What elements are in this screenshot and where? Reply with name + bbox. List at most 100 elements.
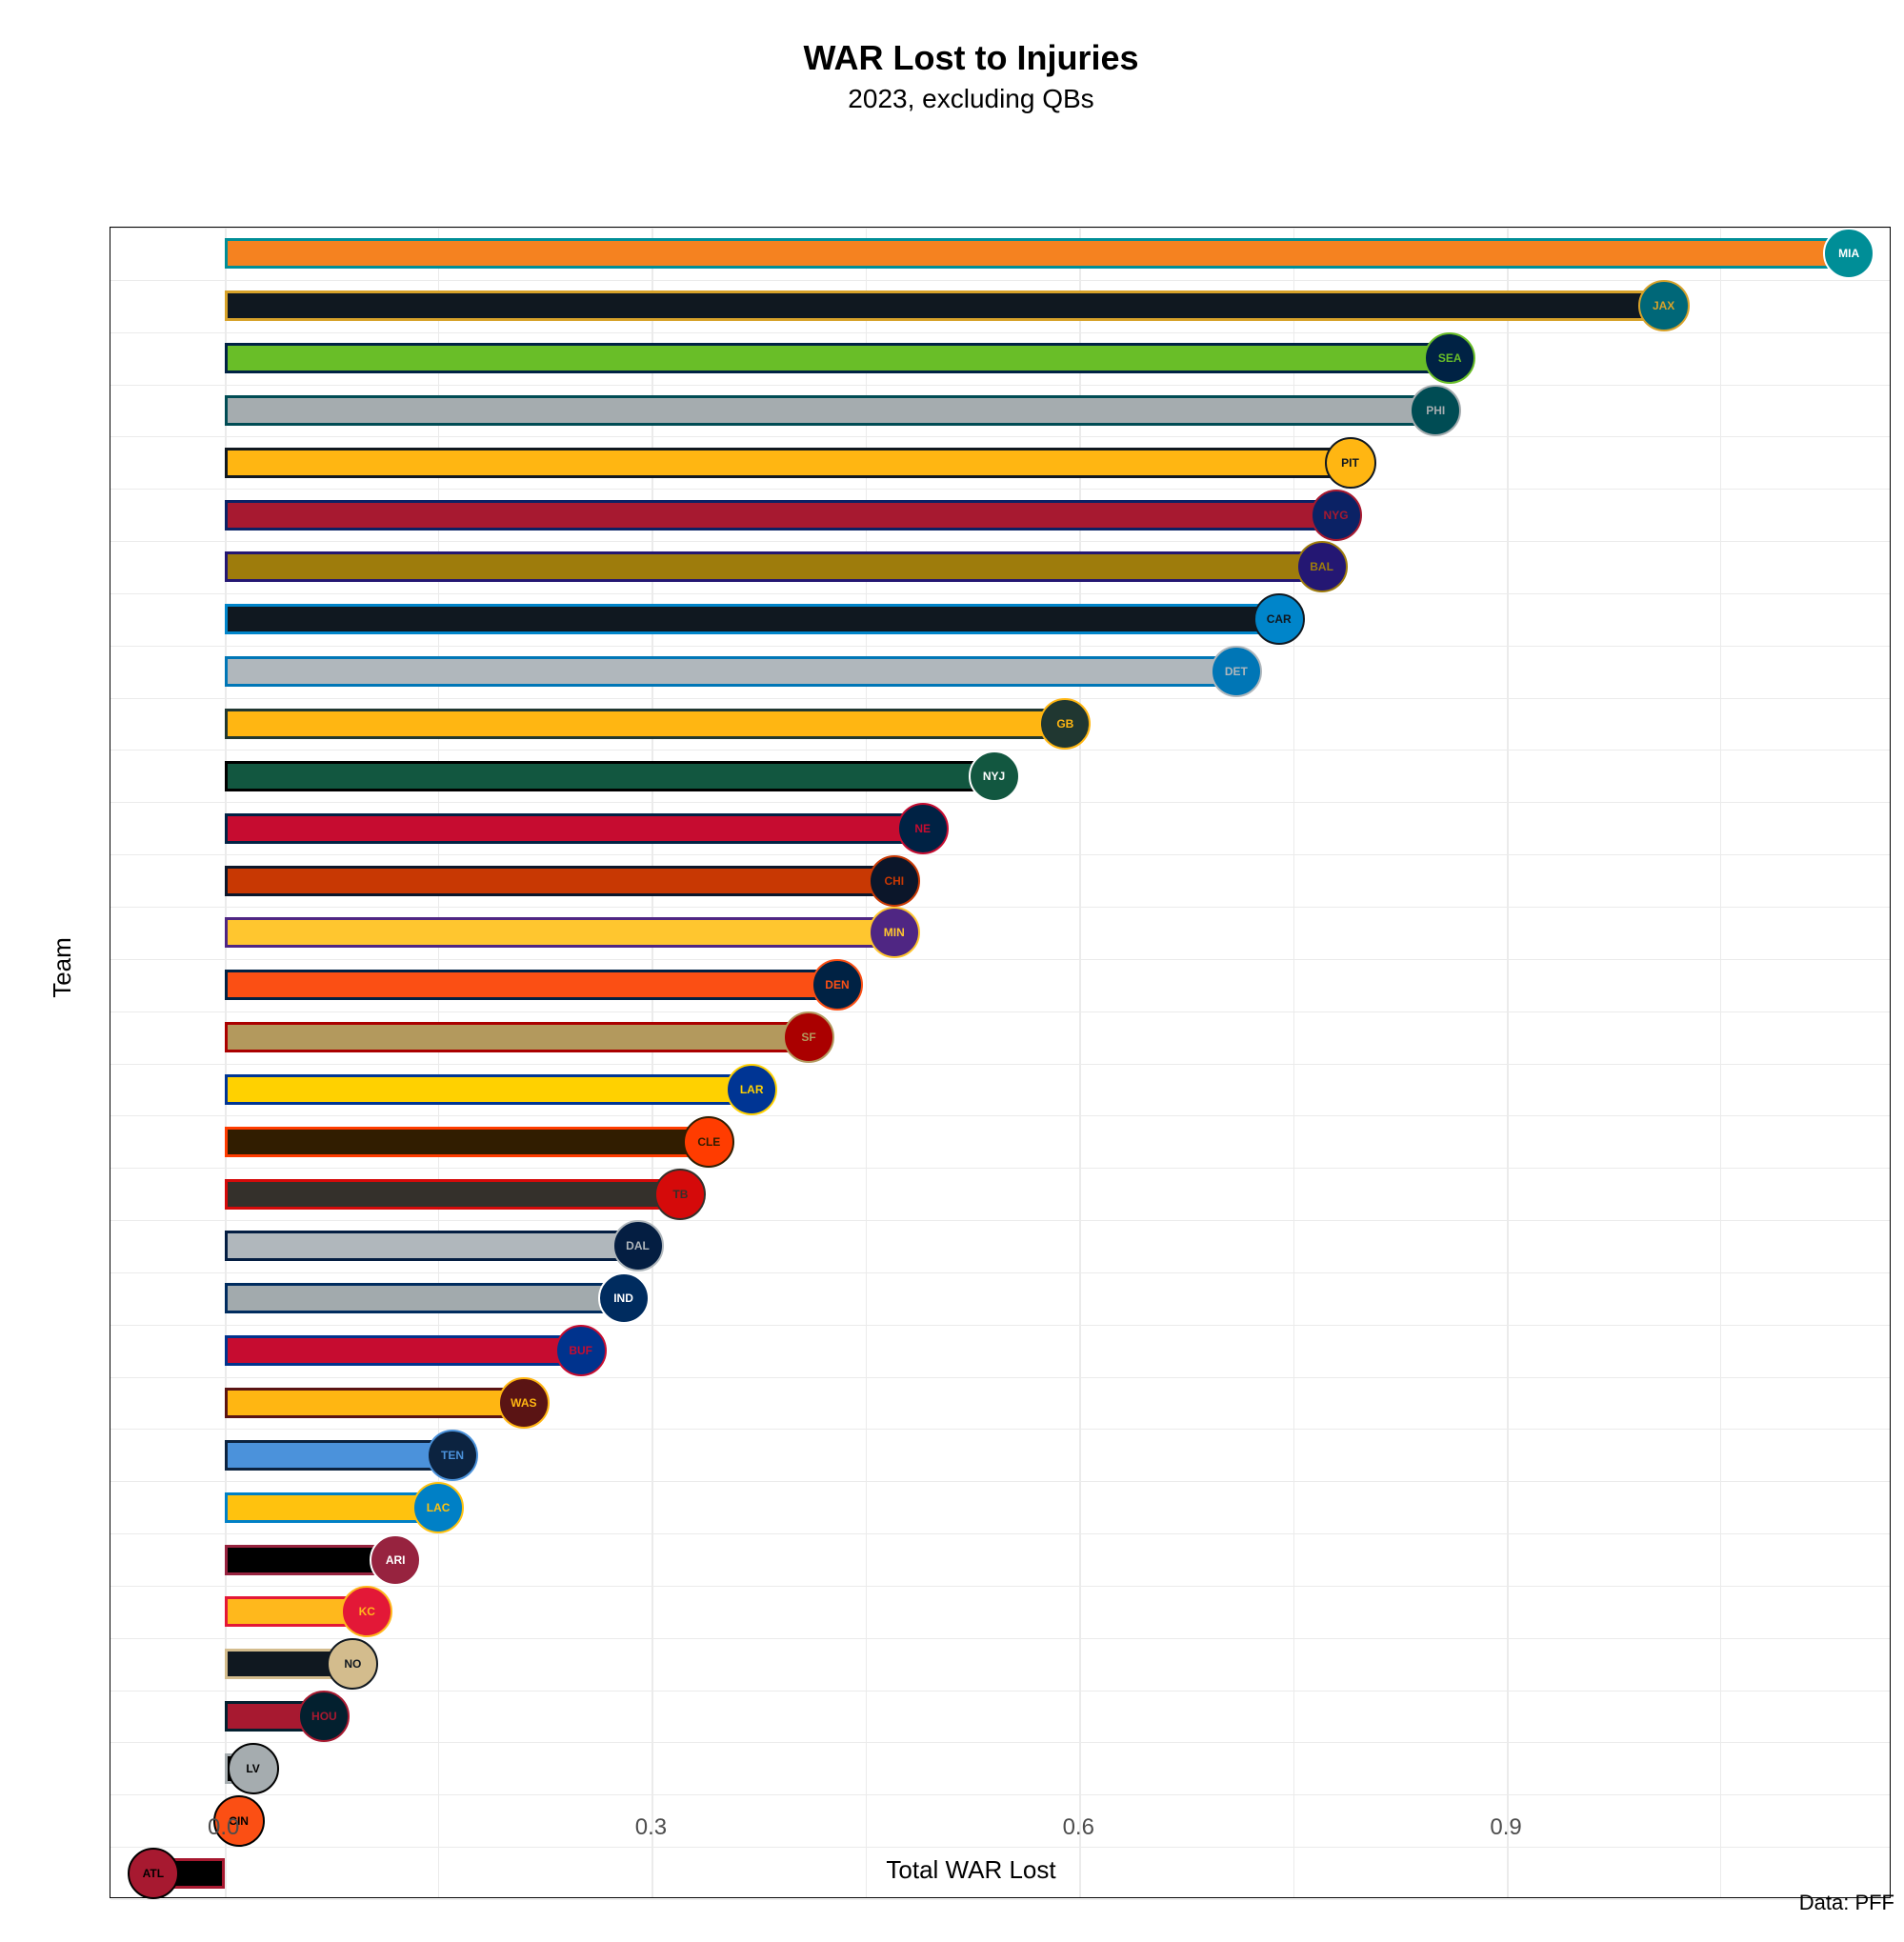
team-logo-ind: IND: [598, 1272, 650, 1324]
bar-ind: [225, 1283, 624, 1313]
gridline-major: [651, 228, 653, 1897]
team-logo-gb: GB: [1039, 698, 1091, 750]
gridline-h: [110, 1691, 1890, 1692]
chart-caption: Data: PFF: [1799, 1891, 1894, 1915]
team-logo-sf: SF: [783, 1011, 834, 1063]
gridline-h: [110, 385, 1890, 386]
gridline-h: [110, 854, 1890, 855]
gridline-h: [110, 1586, 1890, 1587]
team-logo-jax: JAX: [1638, 280, 1690, 331]
bar-car: [225, 604, 1279, 634]
x-tick-label: 0.0: [208, 1814, 239, 1841]
gridline-minor: [866, 228, 867, 1897]
gridline-h: [110, 907, 1890, 908]
bar-bal: [225, 551, 1322, 582]
gridline-major: [1507, 228, 1509, 1897]
team-logo-sea: SEA: [1424, 332, 1475, 384]
bar-den: [225, 970, 837, 1000]
x-tick-label: 0.9: [1490, 1814, 1521, 1841]
team-logo-lv: LV: [228, 1743, 279, 1794]
team-logo-kc: KC: [341, 1586, 392, 1637]
team-logo-car: CAR: [1253, 593, 1305, 645]
team-logo-ten: TEN: [427, 1430, 478, 1481]
team-logo-atl: ATL: [128, 1848, 179, 1899]
team-logo-min: MIN: [869, 907, 920, 958]
bar-was: [225, 1388, 524, 1418]
team-logo-lac: LAC: [412, 1482, 464, 1533]
bar-det: [225, 656, 1236, 687]
gridline-h: [110, 1115, 1890, 1116]
team-logo-ari: ARI: [370, 1534, 421, 1586]
gridline-minor: [1293, 228, 1294, 1897]
gridline-major: [225, 228, 227, 1897]
y-axis-label: Team: [48, 937, 77, 998]
gridline-h: [110, 1272, 1890, 1273]
gridline-h: [110, 1794, 1890, 1795]
gridline-minor: [1720, 228, 1721, 1897]
bar-lac: [225, 1492, 438, 1523]
gridline-minor: [438, 228, 439, 1897]
team-logo-cle: CLE: [683, 1116, 734, 1168]
gridline-h: [110, 1429, 1890, 1430]
gridline-h: [110, 1325, 1890, 1326]
team-logo-chi: CHI: [869, 855, 920, 907]
team-logo-den: DEN: [812, 959, 863, 1011]
chart-title: WAR Lost to Injuries: [19, 19, 1904, 78]
bar-mia: [225, 238, 1849, 269]
team-logo-lar: LAR: [726, 1064, 777, 1115]
bar-cle: [225, 1127, 710, 1157]
team-logo-bal: BAL: [1296, 541, 1348, 592]
team-logo-ne: NE: [897, 803, 949, 854]
gridline-h: [110, 1011, 1890, 1012]
bar-tb: [225, 1179, 681, 1210]
bar-ten: [225, 1440, 452, 1471]
team-logo-was: WAS: [498, 1377, 550, 1429]
gridline-h: [110, 593, 1890, 594]
bar-sf: [225, 1022, 809, 1052]
bar-jax: [225, 290, 1664, 321]
gridline-h: [110, 1064, 1890, 1065]
gridline-h: [110, 1220, 1890, 1221]
gridline-h: [110, 1742, 1890, 1743]
gridline-h: [110, 332, 1890, 333]
bar-nyj: [225, 761, 994, 791]
team-logo-no: NO: [327, 1638, 378, 1690]
bar-buf: [225, 1335, 581, 1366]
team-logo-phi: PHI: [1410, 385, 1461, 436]
team-logo-det: DET: [1211, 646, 1262, 697]
x-tick-label: 0.6: [1063, 1814, 1094, 1841]
gridline-h: [110, 1377, 1890, 1378]
gridline-h: [110, 802, 1890, 803]
bar-nyg: [225, 500, 1336, 531]
gridline-h: [110, 436, 1890, 437]
gridline-h: [110, 959, 1890, 960]
team-logo-nyj: NYJ: [969, 751, 1020, 802]
gridline-h: [110, 1847, 1890, 1848]
gridline-h: [110, 1899, 1890, 1900]
bar-gb: [225, 709, 1066, 739]
x-axis-label: Total WAR Lost: [886, 1855, 1055, 1885]
team-logo-nyg: NYG: [1311, 490, 1362, 541]
plot-area: MIAJAXSEAPHIPITNYGBALCARDETGBNYJNECHIMIN…: [110, 227, 1891, 1898]
gridline-h: [110, 646, 1890, 647]
gridline-h: [110, 698, 1890, 699]
bar-phi: [225, 395, 1436, 426]
gridline-h: [110, 489, 1890, 490]
chart-container: WAR Lost to Injuries 2023, excluding QBs…: [19, 19, 1904, 1923]
bar-sea: [225, 343, 1451, 373]
bar-lar: [225, 1074, 752, 1105]
gridline-h: [110, 1481, 1890, 1482]
gridline-h: [110, 1168, 1890, 1169]
gridline-h: [110, 1533, 1890, 1534]
x-tick-label: 0.3: [635, 1814, 667, 1841]
chart-subtitle: 2023, excluding QBs: [19, 78, 1904, 114]
team-logo-mia: MIA: [1823, 228, 1874, 279]
team-logo-tb: TB: [654, 1169, 706, 1220]
gridline-h: [110, 541, 1890, 542]
gridline-h: [110, 1638, 1890, 1639]
gridline-h: [110, 280, 1890, 281]
team-logo-hou: HOU: [298, 1691, 350, 1742]
team-logo-dal: DAL: [612, 1220, 664, 1271]
bar-dal: [225, 1231, 638, 1261]
gridline-h: [110, 228, 1890, 229]
